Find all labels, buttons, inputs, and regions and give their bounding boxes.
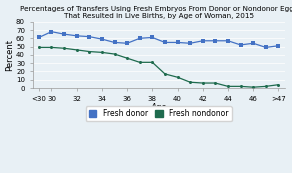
Legend: Fresh donor, Fresh nondonor: Fresh donor, Fresh nondonor [86, 106, 232, 121]
Y-axis label: Percent: Percent [6, 39, 15, 71]
X-axis label: Age: Age [151, 103, 167, 112]
Title: Percentages of Transfers Using Fresh Embryos From Donor or Nondonor Eggs
That Re: Percentages of Transfers Using Fresh Emb… [20, 6, 292, 19]
